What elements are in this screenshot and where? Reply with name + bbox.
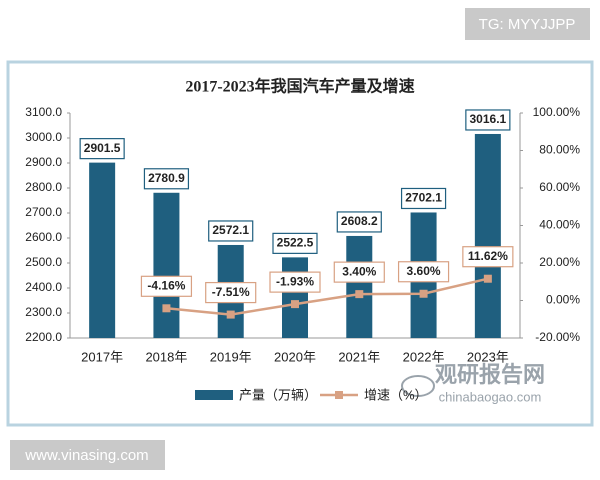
line-marker (355, 290, 364, 299)
data-label-box (336, 211, 382, 233)
line (166, 277, 489, 316)
y-tick-label: 2800.0 (25, 180, 62, 194)
data-label: 11.62% (468, 249, 508, 263)
data-label: 3.40% (342, 264, 376, 278)
data-label: 2522.5 (277, 236, 314, 250)
data-label: -1.93% (276, 274, 314, 288)
watermark: www.vinasing.com (24, 447, 148, 464)
y2-tick-label: 0.00% (546, 293, 580, 307)
y-tick-label: 3000.0 (25, 130, 62, 144)
line-marker (226, 310, 235, 319)
data-label: 2608.2 (341, 214, 378, 228)
y2-tick-label: 100.00% (533, 105, 581, 119)
data-label-box (269, 271, 321, 293)
bar (153, 192, 180, 338)
y2-tick-label: 20.00% (539, 255, 580, 269)
line-marker (419, 289, 428, 298)
x-tick-label: 2021年 (338, 349, 380, 364)
data-label-box (400, 187, 447, 210)
bar (89, 162, 116, 338)
data-label-box (205, 281, 257, 304)
y-tick-label: 2600.0 (25, 230, 62, 244)
legend-swatch (195, 390, 233, 400)
y-tick-label: 2900.0 (25, 155, 62, 169)
y-tick-label: 2200.0 (25, 330, 62, 344)
legend-swatch (335, 391, 343, 399)
y2-tick-label: -20.00% (535, 330, 580, 344)
data-label-box (272, 232, 318, 254)
data-label-box (208, 220, 254, 242)
y-tick-label: 2500.0 (25, 255, 62, 269)
line-marker (291, 300, 299, 309)
y2-tick-label: 80.00% (539, 143, 580, 157)
chart-title: 2017-2023年我国汽车产量及增速 (185, 77, 414, 96)
data-label-box (143, 168, 190, 190)
data-label-box (462, 246, 514, 268)
data-label: 2572.1 (212, 223, 249, 237)
bar (346, 235, 373, 338)
x-tick-label: 2018年 (145, 349, 187, 364)
line-marker (483, 274, 492, 283)
data-label-box (140, 275, 193, 297)
y-tick-label: 3100.0 (25, 105, 62, 119)
data-label: 3016.1 (470, 112, 507, 126)
y2-tick-label: 40.00% (539, 218, 580, 232)
watermark-box (465, 8, 590, 40)
bar (474, 133, 501, 338)
data-label: -4.16% (147, 278, 185, 292)
x-tick-label: 2017年 (81, 349, 123, 364)
data-label-box (397, 261, 450, 283)
y-tick-label: 2400.0 (25, 280, 62, 294)
x-tick-label: 2023年 (467, 349, 509, 364)
data-label: 2780.9 (148, 171, 185, 185)
y-tick-label: 2700.0 (25, 205, 62, 219)
bar (282, 257, 308, 338)
brand: 观研报告网 (435, 362, 545, 387)
legend-label: 增速（%） (364, 387, 428, 402)
legend-label: 产量（万辆） (239, 387, 317, 402)
data-label-box (465, 109, 511, 131)
x-tick-label: 2022年 (403, 349, 445, 364)
line-marker (162, 304, 171, 313)
data-label: 3.60% (407, 264, 441, 278)
data-label: 2702.1 (405, 191, 442, 205)
data-label: -7.51% (212, 285, 250, 299)
data-label-box (79, 138, 125, 160)
x-tick-label: 2019年 (210, 349, 252, 364)
watermark-box (10, 440, 165, 470)
brand-url: chinabaogao.com (439, 389, 542, 404)
x-tick-label: 2020年 (274, 349, 316, 364)
watermark: TG: MYYJJPP (479, 16, 576, 33)
y2-tick-label: 60.00% (539, 180, 580, 194)
data-label-box (333, 261, 385, 283)
y-tick-label: 2300.0 (25, 305, 62, 319)
brand-logo (401, 375, 435, 397)
data-label: 2901.5 (84, 141, 121, 155)
